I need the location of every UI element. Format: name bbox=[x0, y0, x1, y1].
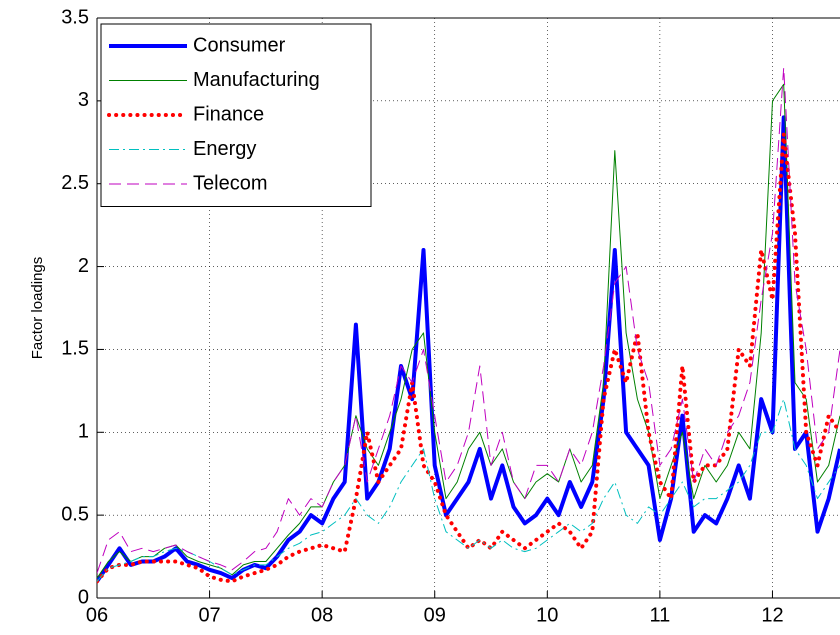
legend: Consumer Manufacturing Finance Energy Teleco… bbox=[100, 23, 372, 207]
y-tick-label: 0 bbox=[78, 586, 89, 608]
legend-label: Telecom bbox=[193, 172, 267, 194]
x-tick-label: 06 bbox=[86, 604, 108, 626]
y-tick-label: 1 bbox=[78, 421, 89, 443]
series-line bbox=[97, 83, 840, 579]
x-tick-label: 07 bbox=[198, 604, 220, 626]
x-tick-label: 10 bbox=[536, 604, 558, 626]
y-tick-label: 0.5 bbox=[61, 503, 89, 525]
series-line bbox=[97, 398, 840, 582]
y-tick-label: 1.5 bbox=[61, 338, 89, 360]
plot-area bbox=[97, 67, 840, 584]
legend-label: Manufacturing bbox=[193, 69, 320, 91]
series-line bbox=[97, 67, 840, 574]
series-line bbox=[97, 115, 840, 583]
y-tick-label: 3 bbox=[78, 89, 89, 111]
y-tick-label: 3.5 bbox=[61, 6, 89, 28]
legend-label: Energy bbox=[193, 138, 256, 160]
x-tick-label: 09 bbox=[424, 604, 446, 626]
y-tick-label: 2.5 bbox=[61, 172, 89, 194]
x-tick-label: 11 bbox=[649, 604, 670, 626]
legend-label: Finance bbox=[193, 103, 264, 125]
x-tick-label: 12 bbox=[761, 604, 783, 626]
legend-label: Consumer bbox=[193, 34, 286, 56]
x-tick-label: 08 bbox=[311, 604, 333, 626]
y-axis-label: Factor loadings bbox=[29, 257, 46, 360]
y-tick-label: 2 bbox=[78, 255, 89, 277]
